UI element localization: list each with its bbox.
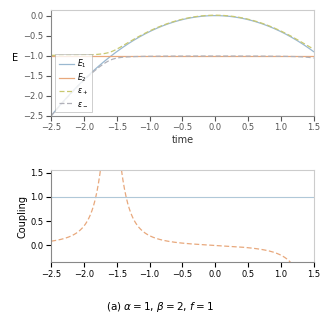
- $\varepsilon_+$: [259, 21, 263, 25]
- $E_1$: [312, 50, 316, 53]
- Line: $\varepsilon_-$: $\varepsilon_-$: [51, 56, 314, 116]
- $\varepsilon_-$: [165, 54, 169, 58]
- $E_1$: [213, 14, 217, 18]
- $\varepsilon_+$: [213, 13, 217, 17]
- $\varepsilon_-$: [213, 54, 217, 58]
- Legend: $E_1$, $E_2$, $\varepsilon_+$, $\varepsilon_-$: $E_1$, $E_2$, $\varepsilon_+$, $\varepsi…: [55, 54, 92, 112]
- $\varepsilon_+$: [254, 20, 258, 23]
- Line: $E_1$: $E_1$: [51, 16, 314, 116]
- $\varepsilon_-$: [76, 84, 80, 88]
- $E_1$: [49, 114, 53, 117]
- $E_1$: [254, 20, 258, 24]
- $E_2$: [254, 54, 258, 58]
- $E_1$: [156, 26, 159, 30]
- $E_1$: [76, 84, 80, 88]
- Y-axis label: Coupling: Coupling: [18, 195, 28, 238]
- $\varepsilon_+$: [76, 53, 80, 57]
- $E_2$: [156, 54, 159, 58]
- $E_1$: [230, 15, 234, 19]
- $\varepsilon_+$: [49, 53, 53, 57]
- $E_2$: [49, 54, 53, 58]
- $E_2$: [229, 54, 233, 58]
- $\varepsilon_+$: [165, 22, 169, 26]
- X-axis label: time: time: [171, 135, 194, 145]
- $\varepsilon_-$: [254, 54, 258, 58]
- $E_2$: [259, 54, 262, 58]
- $E_2$: [312, 54, 316, 58]
- $E_1$: [259, 21, 263, 25]
- Y-axis label: E: E: [12, 52, 18, 63]
- Text: (a) $\alpha = 1,\, \beta = 2,\, f = 1$: (a) $\alpha = 1,\, \beta = 2,\, f = 1$: [106, 300, 214, 314]
- $E_2$: [76, 54, 80, 58]
- $\varepsilon_-$: [259, 54, 263, 58]
- $\varepsilon_+$: [156, 26, 159, 29]
- $\varepsilon_-$: [156, 54, 159, 58]
- $E_2$: [165, 54, 169, 58]
- $\varepsilon_-$: [230, 54, 234, 58]
- $\varepsilon_+$: [312, 47, 316, 51]
- Line: $\varepsilon_+$: $\varepsilon_+$: [51, 15, 314, 55]
- $\varepsilon_-$: [312, 56, 316, 60]
- $\varepsilon_-$: [49, 114, 53, 118]
- $E_1$: [165, 22, 169, 26]
- $\varepsilon_+$: [230, 14, 234, 18]
